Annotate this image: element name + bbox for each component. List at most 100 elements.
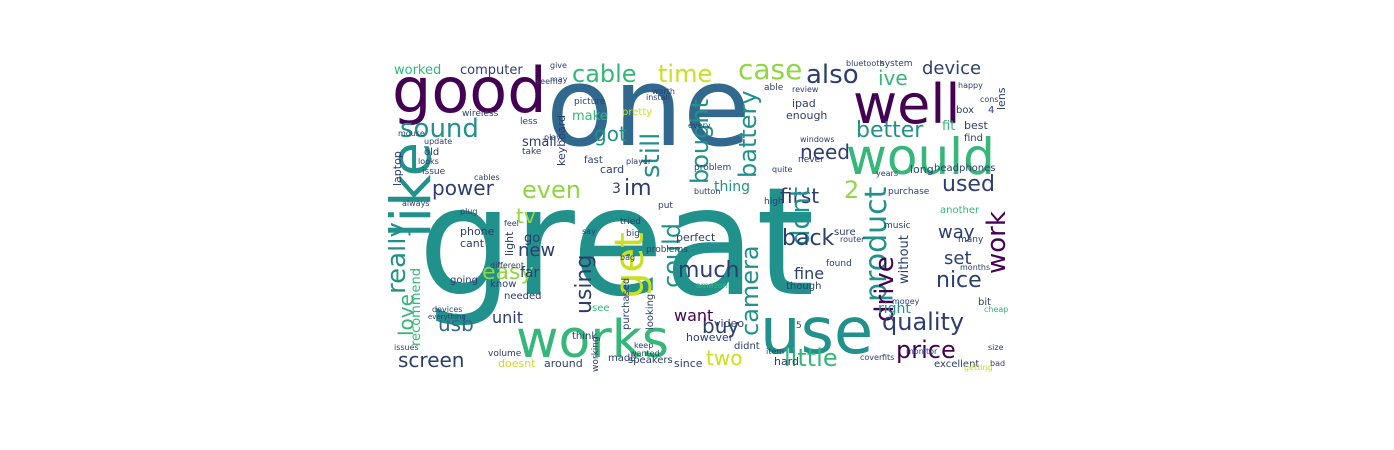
word-many: many	[958, 235, 984, 245]
word-every: every	[688, 121, 711, 130]
word-different: different	[490, 261, 524, 270]
word-set: set	[944, 248, 972, 269]
word-first: first	[780, 184, 820, 208]
word-excellent: excellent	[934, 359, 980, 370]
word-years: years	[876, 169, 899, 178]
word-cables: cables	[474, 173, 500, 182]
word-long: long	[910, 163, 934, 176]
word-right: right	[878, 301, 911, 317]
word-buy: buy	[702, 314, 740, 338]
word-devices: devices	[432, 305, 463, 314]
word-works: works	[516, 310, 669, 370]
word-pretty: pretty	[622, 107, 653, 118]
word-thing: thing	[714, 179, 751, 195]
word-since: since	[674, 357, 703, 370]
word-enough: enough	[786, 109, 828, 122]
word-everything: everything	[428, 313, 466, 321]
word-fast: fast	[584, 155, 603, 166]
word-high: high	[764, 197, 784, 207]
word-know: know	[490, 279, 517, 290]
word-ive: ive	[878, 66, 908, 90]
word-able: able	[764, 83, 784, 93]
word-cons: cons	[980, 95, 999, 104]
word-need: need	[800, 140, 850, 164]
word-purchase: purchase	[888, 187, 930, 197]
word-size: size	[988, 343, 1004, 352]
word-problem: problem	[694, 163, 732, 173]
word-may: may	[550, 75, 568, 84]
word-item: item	[766, 347, 785, 356]
word-case: case	[738, 60, 803, 86]
word-box: box	[956, 105, 975, 116]
word-player: player	[626, 157, 652, 166]
word-windows: windows	[800, 135, 835, 144]
word-cloud: great one good well would like use works…	[388, 60, 1008, 372]
word-perfect: perfect	[676, 231, 716, 244]
word-another: another	[940, 205, 980, 216]
word-im: im	[624, 176, 652, 201]
word-take: take	[522, 147, 542, 157]
word-time: time	[658, 60, 713, 88]
word-use: use	[760, 295, 874, 369]
word-big: big	[626, 229, 640, 239]
word-cant: cant	[460, 237, 485, 250]
word-keep: keep	[634, 341, 654, 350]
word-price: price	[896, 336, 956, 364]
word-volume: volume	[488, 349, 522, 359]
word-much: much	[678, 258, 740, 283]
word-new: new	[518, 240, 556, 261]
word-far: far	[520, 265, 540, 281]
word-system: system	[880, 60, 913, 69]
word-say: say	[582, 227, 596, 236]
word-ipad: ipad	[792, 97, 816, 110]
word-really: really	[388, 222, 412, 294]
word-hard: hard	[774, 355, 800, 368]
word-speakers: speakers	[628, 355, 673, 366]
word-sure: sure	[834, 227, 856, 238]
word-battery: battery	[734, 90, 762, 178]
word-cable: cable	[572, 60, 637, 88]
word-5: 5	[796, 321, 802, 331]
word-made: made	[608, 353, 637, 364]
word-getting: getting	[964, 363, 993, 372]
word-want: want	[674, 306, 714, 325]
word-quite: quite	[772, 165, 793, 174]
word-months: months	[960, 263, 991, 272]
word-better: better	[856, 118, 924, 143]
word-used: used	[942, 172, 995, 197]
word-feel: feel	[504, 219, 519, 228]
word-old: old	[424, 147, 440, 158]
word-seems: seems	[536, 77, 562, 86]
word-didnt: didnt	[734, 341, 760, 352]
word-worked: worked	[394, 63, 442, 78]
word-one: one	[546, 60, 751, 171]
word-wanted: wanted	[630, 349, 660, 358]
word-monitor: monitor	[906, 347, 938, 356]
word-headphones: headphones	[934, 163, 996, 174]
word-unit: unit	[492, 308, 523, 327]
word-router: router	[840, 235, 865, 244]
word-wireless: wireless	[462, 109, 499, 119]
word-issues: issues	[394, 343, 419, 352]
word-bag: bag	[620, 253, 636, 262]
word-also: also	[806, 60, 859, 90]
word-computer: computer	[460, 63, 523, 78]
word-device: device	[922, 60, 982, 79]
word-quality: quality	[882, 308, 965, 336]
word-little: little	[784, 344, 838, 372]
word-would: would	[846, 128, 995, 186]
word-bit: bit	[978, 297, 992, 308]
word-even: even	[522, 176, 581, 204]
word-fine: fine	[794, 264, 825, 283]
word-great: great	[418, 156, 815, 330]
word-usb: usb	[438, 312, 474, 336]
word-best: best	[964, 119, 988, 132]
word-needed: needed	[504, 291, 542, 302]
word-fits: fits	[882, 353, 895, 362]
word-well: well	[853, 73, 961, 136]
word-think: think	[572, 331, 598, 342]
word-tried: tried	[620, 217, 641, 227]
word-way: way	[938, 222, 975, 243]
word-card: card	[600, 163, 625, 176]
word-cheap: cheap	[984, 305, 1008, 314]
